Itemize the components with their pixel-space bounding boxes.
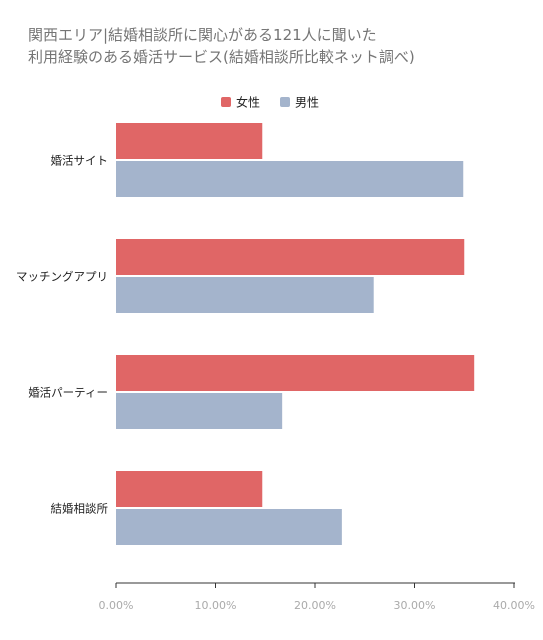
bar-female-3 [116, 471, 263, 507]
chart-title: 関西エリア|結婚相談所に関心がある121人に聞いた 利用経験のある婚活サービス(… [28, 24, 528, 68]
x-tick-label-1: 10.00% [195, 599, 237, 612]
legend: 女性 男性 [221, 95, 319, 110]
category-label-1: マッチングアプリ [16, 270, 108, 284]
chart-title-line-1: 関西エリア|結婚相談所に関心がある121人に聞いた [28, 26, 377, 44]
x-axis: 0.00% 10.00% 20.00% 30.00% 40.00% [99, 582, 535, 612]
legend-swatch-0 [221, 97, 231, 107]
x-tick-label-0: 0.00% [99, 599, 134, 612]
chart-title-line-2: 利用経験のある婚活サービス(結婚相談所比較ネット調べ) [28, 48, 415, 66]
bar-male-3 [116, 509, 342, 545]
bar-male-1 [116, 277, 374, 313]
legend-swatch-1 [280, 97, 290, 107]
category-label-0: 婚活サイト [51, 154, 109, 168]
bar-female-0 [116, 123, 263, 159]
category-label-2: 婚活パーティー [28, 386, 108, 400]
bars [116, 123, 475, 545]
bar-female-2 [116, 355, 475, 391]
x-tick-label-3: 30.00% [394, 599, 436, 612]
legend-label-1: 男性 [295, 96, 319, 110]
bar-male-2 [116, 393, 283, 429]
bar-male-0 [116, 161, 464, 197]
bar-female-1 [116, 239, 465, 275]
x-tick-label-4: 40.00% [493, 599, 535, 612]
x-tick-label-2: 20.00% [294, 599, 336, 612]
category-label-3: 結婚相談所 [51, 502, 109, 516]
legend-label-0: 女性 [236, 95, 260, 110]
